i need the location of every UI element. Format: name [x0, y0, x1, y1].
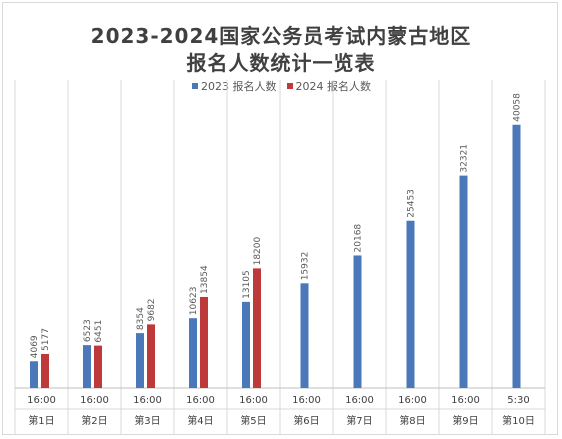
bar-2023: [300, 283, 309, 388]
chart-title: 2023-2024国家公务员考试内蒙古地区: [90, 24, 472, 48]
tick-label-day: 第1日: [28, 414, 54, 427]
tick-label-day: 第2日: [81, 414, 107, 427]
bar-2023: [189, 318, 197, 388]
tick-label-day: 第9日: [452, 414, 478, 427]
legend-swatch-2024: [286, 83, 293, 89]
legend-item-2023: 2023 报名人数: [192, 78, 277, 94]
tick-label-time: 16:00: [133, 395, 162, 406]
tick-label-time: 16:00: [451, 395, 480, 406]
bar-2024: [253, 268, 261, 388]
tick-label-day: 第8日: [399, 414, 425, 427]
bar-2023: [242, 301, 250, 388]
data-label: 32321: [460, 144, 470, 173]
data-label: 4069: [30, 335, 40, 358]
bar-2023: [512, 124, 521, 388]
bar-2024: [147, 324, 155, 388]
bar-2024: [41, 353, 49, 388]
tick-label-day: 第10日: [502, 414, 535, 427]
tick-label-day: 第3日: [134, 414, 160, 427]
bar-2023: [136, 333, 144, 388]
data-label: 15932: [301, 252, 311, 281]
tick-label-time: 16:00: [27, 395, 56, 406]
tick-label-time: 16:00: [292, 395, 321, 406]
tick-label-time: 16:00: [345, 395, 374, 406]
bar-2023: [83, 345, 91, 388]
data-label: 6523: [83, 319, 93, 342]
bar-2024: [94, 345, 102, 388]
tick-label-day: 第5日: [240, 414, 266, 427]
data-label: 18200: [253, 236, 263, 265]
bar-2024: [200, 296, 208, 388]
data-label: 10623: [189, 287, 199, 316]
tick-label-time: 16:00: [186, 395, 215, 406]
data-label: 20168: [354, 224, 364, 253]
data-label: 5177: [41, 328, 51, 351]
data-label: 9682: [147, 298, 157, 321]
bar-2023: [459, 175, 468, 388]
bar-2023: [406, 220, 415, 388]
tick-label-day: 第4日: [187, 414, 213, 427]
bar-2023: [353, 255, 362, 388]
tick-label-day: 第7日: [346, 414, 372, 427]
data-label: 13105: [242, 270, 252, 299]
data-label: 25453: [407, 189, 417, 218]
bar-2023: [30, 361, 38, 388]
tick-label-time: 16:00: [239, 395, 268, 406]
chart-subtitle: 报名人数统计一览表: [186, 51, 376, 75]
data-label: 13854: [200, 265, 210, 294]
tick-label-day: 第6日: [293, 414, 319, 427]
tick-label-time: 5:30: [507, 395, 529, 406]
legend-swatch-2023: [192, 83, 198, 89]
tick-label-time: 16:00: [398, 395, 427, 406]
data-label: 8354: [136, 307, 146, 330]
data-label: 40058: [513, 93, 523, 122]
data-label: 6451: [94, 320, 104, 343]
tick-label-time: 16:00: [80, 395, 109, 406]
legend-label-2023: 2023 报名人数: [201, 80, 277, 93]
